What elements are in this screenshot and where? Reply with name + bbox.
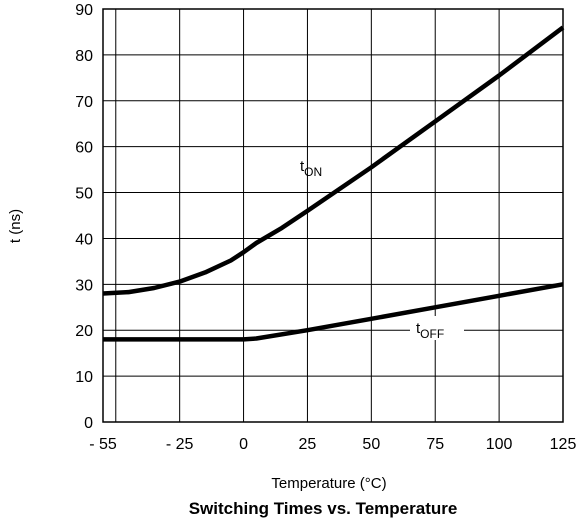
x-tick-label: 100: [486, 436, 513, 453]
y-tick-label: 50: [75, 186, 93, 203]
grid: [102, 8, 564, 423]
y-tick-label: 80: [75, 48, 93, 65]
x-tick-label: - 55: [89, 436, 117, 453]
x-tick-label: 0: [239, 436, 248, 453]
plot-frame: [102, 8, 564, 423]
y-tick-label: 20: [75, 323, 93, 340]
y-tick-labels: 0 10 20 30 40 50 60 70 80 90: [75, 2, 93, 432]
x-tick-label: 75: [426, 436, 444, 453]
x-tick-label: - 25: [166, 436, 194, 453]
series-group: [102, 25, 565, 342]
x-tick-label: 25: [299, 436, 317, 453]
y-tick-label: 30: [75, 277, 93, 294]
series-line-ton: [102, 25, 565, 296]
x-tick-label: 125: [550, 436, 577, 453]
y-axis-label: t (ns): [7, 209, 24, 243]
toff-label-bg: [410, 316, 464, 340]
ton-label: tON: [300, 158, 322, 179]
y-tick-label: 70: [75, 94, 93, 111]
series-line-toff: [103, 282, 564, 342]
y-tick-label: 10: [75, 369, 93, 386]
y-tick-label: 0: [84, 415, 93, 432]
x-axis-label: Temperature (°C): [271, 475, 386, 492]
chart-title: Switching Times vs. Temperature: [189, 499, 458, 518]
x-tick-label: 50: [362, 436, 380, 453]
x-tick-labels: - 55 - 25 0 25 50 75 100 125: [89, 436, 576, 453]
toff-label: tOFF: [416, 320, 444, 341]
y-tick-label: 40: [75, 231, 93, 248]
y-tick-label: 60: [75, 140, 93, 157]
y-tick-label: 90: [75, 2, 93, 19]
